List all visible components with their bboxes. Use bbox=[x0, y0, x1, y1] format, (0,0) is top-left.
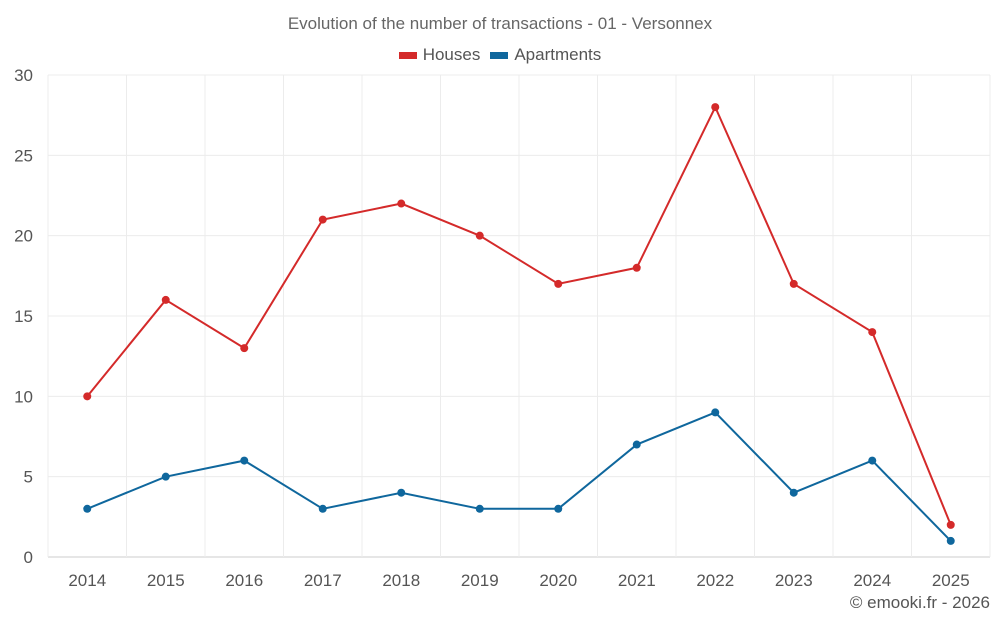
y-tick-label: 5 bbox=[24, 468, 33, 487]
data-point-apartments bbox=[946, 536, 955, 545]
data-point-apartments bbox=[868, 456, 877, 465]
x-tick-label: 2014 bbox=[68, 571, 106, 590]
x-tick-label: 2022 bbox=[696, 571, 734, 590]
data-point-houses bbox=[397, 199, 406, 208]
data-point-houses bbox=[789, 279, 798, 288]
data-point-houses bbox=[632, 263, 641, 272]
data-point-houses bbox=[946, 520, 955, 529]
data-point-apartments bbox=[161, 472, 170, 481]
data-point-apartments bbox=[711, 408, 720, 417]
data-point-apartments bbox=[318, 504, 327, 513]
data-point-apartments bbox=[83, 504, 92, 513]
data-point-houses bbox=[868, 328, 877, 337]
series-line-apartments bbox=[86, 411, 952, 542]
data-point-apartments bbox=[397, 488, 406, 497]
data-point-houses bbox=[240, 344, 249, 353]
x-tick-label: 2021 bbox=[618, 571, 656, 590]
data-point-houses bbox=[83, 392, 92, 401]
legend-label-houses: Houses bbox=[422, 45, 481, 64]
series-line-houses bbox=[86, 104, 952, 526]
x-tick-label: 2023 bbox=[775, 571, 813, 590]
x-tick-label: 2016 bbox=[225, 571, 263, 590]
legend: Houses Apartments bbox=[0, 45, 1000, 65]
data-point-apartments bbox=[475, 504, 484, 513]
legend-item-houses[interactable]: Houses bbox=[398, 45, 481, 65]
credit-text: © emooki.fr - 2026 bbox=[849, 593, 990, 612]
legend-label-apartments: Apartments bbox=[514, 45, 602, 64]
x-tick-label: 2018 bbox=[382, 571, 420, 590]
data-point-houses bbox=[318, 215, 327, 224]
data-point-houses bbox=[711, 103, 720, 112]
chart-title: Evolution of the number of transactions … bbox=[287, 14, 713, 33]
data-point-houses bbox=[554, 279, 563, 288]
x-tick-label: 2020 bbox=[539, 571, 577, 590]
data-point-apartments bbox=[240, 456, 249, 465]
x-tick-label: 2017 bbox=[304, 571, 342, 590]
data-point-apartments bbox=[554, 504, 563, 513]
data-point-apartments bbox=[789, 488, 798, 497]
legend-swatch-houses bbox=[398, 51, 417, 59]
x-tick-label: 2019 bbox=[461, 571, 499, 590]
y-tick-label: 30 bbox=[14, 66, 33, 85]
data-point-apartments bbox=[632, 440, 641, 449]
legend-swatch-apartments bbox=[490, 51, 509, 59]
data-point-houses bbox=[475, 231, 484, 240]
y-tick-label: 25 bbox=[14, 146, 33, 165]
y-tick-label: 0 bbox=[24, 548, 33, 567]
y-tick-label: 15 bbox=[14, 307, 33, 326]
x-tick-label: 2015 bbox=[147, 571, 185, 590]
data-point-houses bbox=[161, 295, 170, 304]
legend-item-apartments[interactable]: Apartments bbox=[490, 45, 601, 65]
x-tick-label: 2024 bbox=[853, 571, 891, 590]
y-tick-label: 10 bbox=[14, 387, 33, 406]
x-tick-label: 2025 bbox=[932, 571, 970, 590]
y-tick-label: 20 bbox=[14, 227, 33, 246]
